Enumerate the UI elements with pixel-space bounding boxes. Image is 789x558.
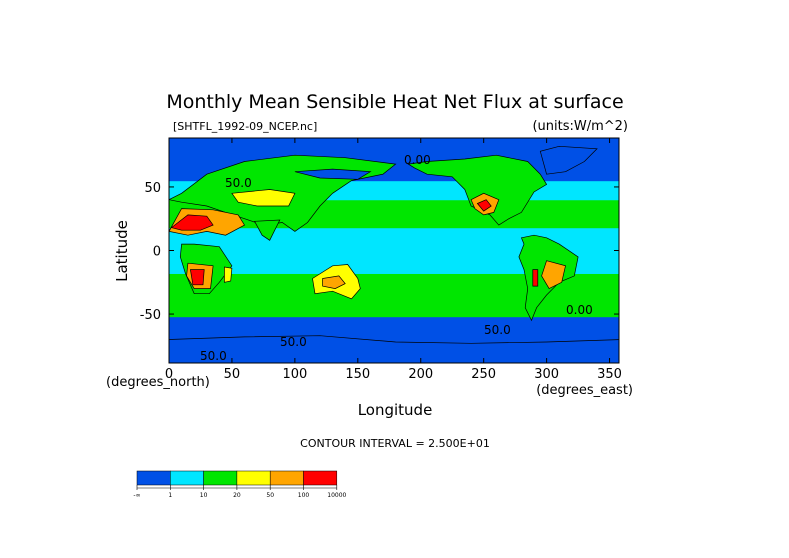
contour-label: 50.0	[225, 176, 252, 190]
y-tick-label: -50	[140, 308, 161, 323]
region-greenland	[539, 145, 598, 175]
legend-label: 20	[233, 492, 241, 499]
contour-interval-label: CONTOUR INTERVAL = 2.500E+01	[300, 437, 490, 450]
region-kalahari-core	[189, 269, 205, 286]
x-unit-label: (degrees_east)	[536, 383, 633, 398]
contour-label: 50.0	[280, 335, 307, 349]
ocean-band	[169, 316, 619, 330]
legend-swatch	[269, 470, 304, 486]
region-atacama	[532, 269, 539, 287]
file-label: [SHTFL_1992-09_NCEP.nc]	[173, 120, 317, 133]
legend-label: 1	[168, 492, 172, 499]
chart-title: Monthly Mean Sensible Heat Net Flux at s…	[166, 91, 623, 113]
region-madagascar	[224, 266, 233, 283]
y-tick-label: 0	[153, 245, 161, 260]
color-legend: -∞ 1 10 20 50 100 10000	[133, 470, 347, 499]
x-axis: 0 50 100 150 200 250 300 350	[165, 138, 622, 382]
x-tick-label: 50	[224, 367, 241, 382]
contour-label: 0.00	[566, 303, 593, 317]
legend-label: 100	[298, 492, 310, 499]
land-regions	[169, 145, 619, 363]
region-sahara-core	[170, 214, 214, 231]
legend-label: 10000	[327, 492, 346, 499]
x-tick-label: 0	[165, 367, 173, 382]
y-axis-label: Latitude	[113, 220, 131, 282]
ocean-band	[169, 301, 619, 318]
legend-swatch	[303, 470, 338, 486]
x-tick-label: 350	[597, 367, 622, 382]
x-tick-label: 200	[408, 367, 433, 382]
contour-labels: 0.00 50.0 0.00 50.0 50.0 50.0	[200, 153, 593, 363]
legend-swatch	[236, 470, 271, 486]
region-north-america	[407, 154, 548, 226]
legend-swatch	[170, 470, 204, 486]
region-central-asia	[231, 189, 296, 207]
legend-label: -∞	[133, 492, 140, 499]
region-india	[254, 219, 281, 241]
region-australia-interior	[322, 275, 346, 289]
x-axis-label: Longitude	[358, 401, 433, 419]
y-unit-label: (degrees_north)	[106, 375, 210, 390]
region-siberia	[294, 168, 372, 180]
legend-label: 50	[266, 492, 274, 499]
contour-label: 50.0	[484, 323, 511, 337]
x-tick-label: 150	[345, 367, 370, 382]
contour-label: 50.0	[200, 349, 227, 363]
region-antarctica	[169, 335, 619, 363]
plot-area: 0.00 50.0 0.00 50.0 50.0 50.0	[169, 138, 619, 363]
legend-swatch	[136, 470, 171, 486]
y-tick-label: 50	[144, 181, 161, 196]
y-axis: -50 0 50	[140, 181, 619, 323]
units-label: (units:W/m^2)	[532, 119, 628, 134]
region-south-america-central	[541, 260, 566, 290]
x-tick-label: 300	[534, 367, 559, 382]
region-us-southwest-core	[476, 199, 492, 212]
legend-swatch	[203, 470, 238, 486]
x-tick-label: 250	[471, 367, 496, 382]
x-tick-label: 100	[282, 367, 307, 382]
contour-label: 0.00	[404, 153, 431, 167]
legend-label: 10	[200, 492, 208, 499]
